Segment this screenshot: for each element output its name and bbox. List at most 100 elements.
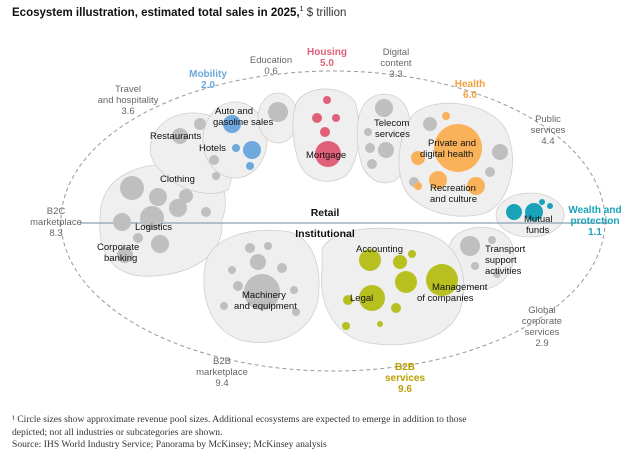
circle: [149, 188, 167, 206]
subcategory-labels: Auto and gasoline sales Restaurants Hote…: [97, 106, 553, 312]
circle: [212, 172, 220, 180]
label-machinery-1: Machinery: [242, 290, 286, 301]
circle: [442, 112, 450, 120]
circle: [172, 128, 188, 144]
label-telecom-2: services: [375, 129, 410, 140]
b2b-market-name-1: B2B: [213, 356, 231, 367]
cluster-mobility: [202, 101, 268, 179]
circle: [133, 233, 143, 243]
public-name-1: Public: [535, 114, 561, 125]
circle: [268, 102, 288, 122]
cluster-blobs: [99, 88, 565, 346]
public-value: 4.4: [541, 136, 554, 147]
housing-circles: [312, 96, 341, 167]
education-value: 0.6: [264, 66, 277, 77]
circle: [332, 114, 340, 122]
footnote: ¹ Circle sizes show approximate revenue …: [12, 414, 628, 452]
circle: [547, 203, 553, 209]
circle: [151, 235, 169, 253]
circle: [460, 236, 480, 256]
b2c-name-2: marketplace: [30, 217, 82, 228]
label-auto-1: Auto and: [215, 106, 253, 117]
label-transport-2: support: [485, 255, 517, 266]
mobility-circles: [223, 115, 261, 170]
circle: [365, 143, 375, 153]
title-text: Ecosystem illustration, estimated total …: [12, 6, 300, 19]
mobility-value: 2.0: [201, 80, 215, 91]
circle: [290, 286, 298, 294]
circle: [140, 206, 164, 230]
ecosystem-labels: B2C marketplace 8.3 Travel and hospitali…: [30, 47, 621, 395]
housing-value: 5.0: [320, 58, 334, 69]
label-management-2: of companies: [417, 293, 474, 304]
global-name-2: corporate: [522, 316, 562, 327]
circle: [367, 159, 377, 169]
circle: [429, 171, 447, 189]
circle: [223, 115, 241, 133]
circle: [194, 118, 206, 130]
cluster-b2b-services: [320, 227, 465, 346]
label-recreation-1: Recreation: [430, 183, 476, 194]
b2b-services-circles: [342, 249, 458, 330]
b2b-services-value: 9.6: [398, 384, 412, 395]
b2c-value: 8.3: [49, 228, 62, 239]
outer-ellipse: [60, 70, 606, 372]
institutional-label: Institutional: [295, 228, 355, 240]
circle: [488, 236, 496, 244]
circle: [244, 274, 280, 310]
circle: [377, 321, 383, 327]
circle: [414, 182, 422, 190]
label-corporate-2: banking: [104, 253, 137, 264]
circle: [169, 199, 187, 217]
label-hotels: Hotels: [199, 143, 226, 154]
circle: [471, 262, 479, 270]
circle: [209, 155, 219, 165]
label-management-1: Management: [432, 282, 488, 293]
circle: [179, 189, 193, 203]
circle: [378, 142, 394, 158]
circle: [320, 127, 330, 137]
label-private-2: digital health: [420, 149, 473, 160]
label-telecom-1: Telecom: [374, 118, 409, 129]
mobility-name: Mobility: [189, 69, 227, 80]
label-mutual-1: Mutual: [524, 214, 553, 225]
wealth-name-2: protection: [571, 216, 620, 227]
circle: [277, 263, 287, 273]
digital-name-1: Digital: [383, 47, 409, 58]
label-recreation-2: and culture: [430, 194, 477, 205]
label-corporate-1: Corporate: [97, 242, 139, 253]
b2b-market-name-2: marketplace: [196, 367, 248, 378]
global-name-3: services: [525, 327, 560, 338]
footnote-line-1: ¹ Circle sizes show approximate revenue …: [12, 414, 467, 425]
label-machinery-2: and equipment: [234, 301, 297, 312]
health-name: Health: [455, 79, 486, 90]
circle: [391, 303, 401, 313]
retail-label: Retail: [311, 207, 340, 219]
wealth-name-1: Wealth and: [568, 205, 621, 216]
circle: [315, 141, 341, 167]
b2b-services-name-2: services: [385, 373, 425, 384]
circle: [485, 167, 495, 177]
title-footnote-mark: 1: [299, 6, 304, 13]
circle: [395, 271, 417, 293]
label-mortgage: Mortgage: [306, 150, 346, 161]
circle: [342, 322, 350, 330]
b2b-market-value: 9.4: [215, 378, 228, 389]
circle: [201, 207, 211, 217]
circle: [408, 250, 416, 258]
circle: [359, 285, 385, 311]
global-value: 2.9: [535, 338, 548, 349]
travel-name-2: and hospitality: [98, 95, 159, 106]
education-name: Education: [250, 55, 292, 66]
title-unit: $ trillion: [306, 6, 347, 19]
circle: [343, 295, 353, 305]
label-legal: Legal: [350, 293, 373, 304]
circle: [467, 177, 485, 195]
housing-name: Housing: [307, 47, 347, 58]
circle: [375, 99, 393, 117]
digital-value: 3.3: [389, 69, 402, 80]
chart-title: Ecosystem illustration, estimated total …: [12, 6, 346, 19]
circle: [245, 243, 255, 253]
circle: [506, 204, 522, 220]
